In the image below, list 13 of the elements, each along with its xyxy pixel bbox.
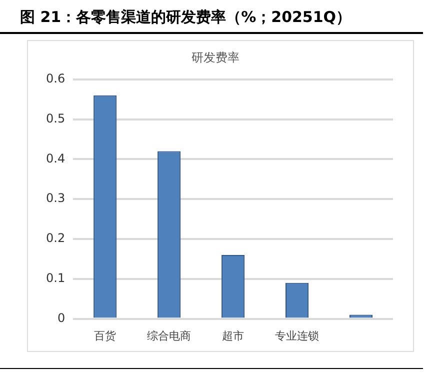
chart-subtitle: 研发费率 bbox=[192, 50, 240, 64]
y-tick-label: 0 bbox=[57, 310, 66, 325]
y-tick-label: 0.2 bbox=[46, 231, 66, 246]
x-tick-label: 百货 bbox=[94, 329, 116, 342]
y-tick-label: 0.6 bbox=[46, 72, 66, 86]
y-tick-label: 0.1 bbox=[46, 271, 66, 286]
y-tick-label: 0.5 bbox=[46, 111, 66, 126]
x-tick-label: 综合电商 bbox=[147, 329, 192, 342]
x-tick-label: 专业连锁 bbox=[275, 329, 320, 342]
chart-title: 图 21：各零售渠道的研发费率（%；20251Q） bbox=[20, 8, 352, 27]
x-tick-label: 超市 bbox=[222, 329, 244, 342]
y-tick-label: 0.4 bbox=[46, 151, 66, 166]
y-tick-label: 0.3 bbox=[46, 191, 66, 206]
